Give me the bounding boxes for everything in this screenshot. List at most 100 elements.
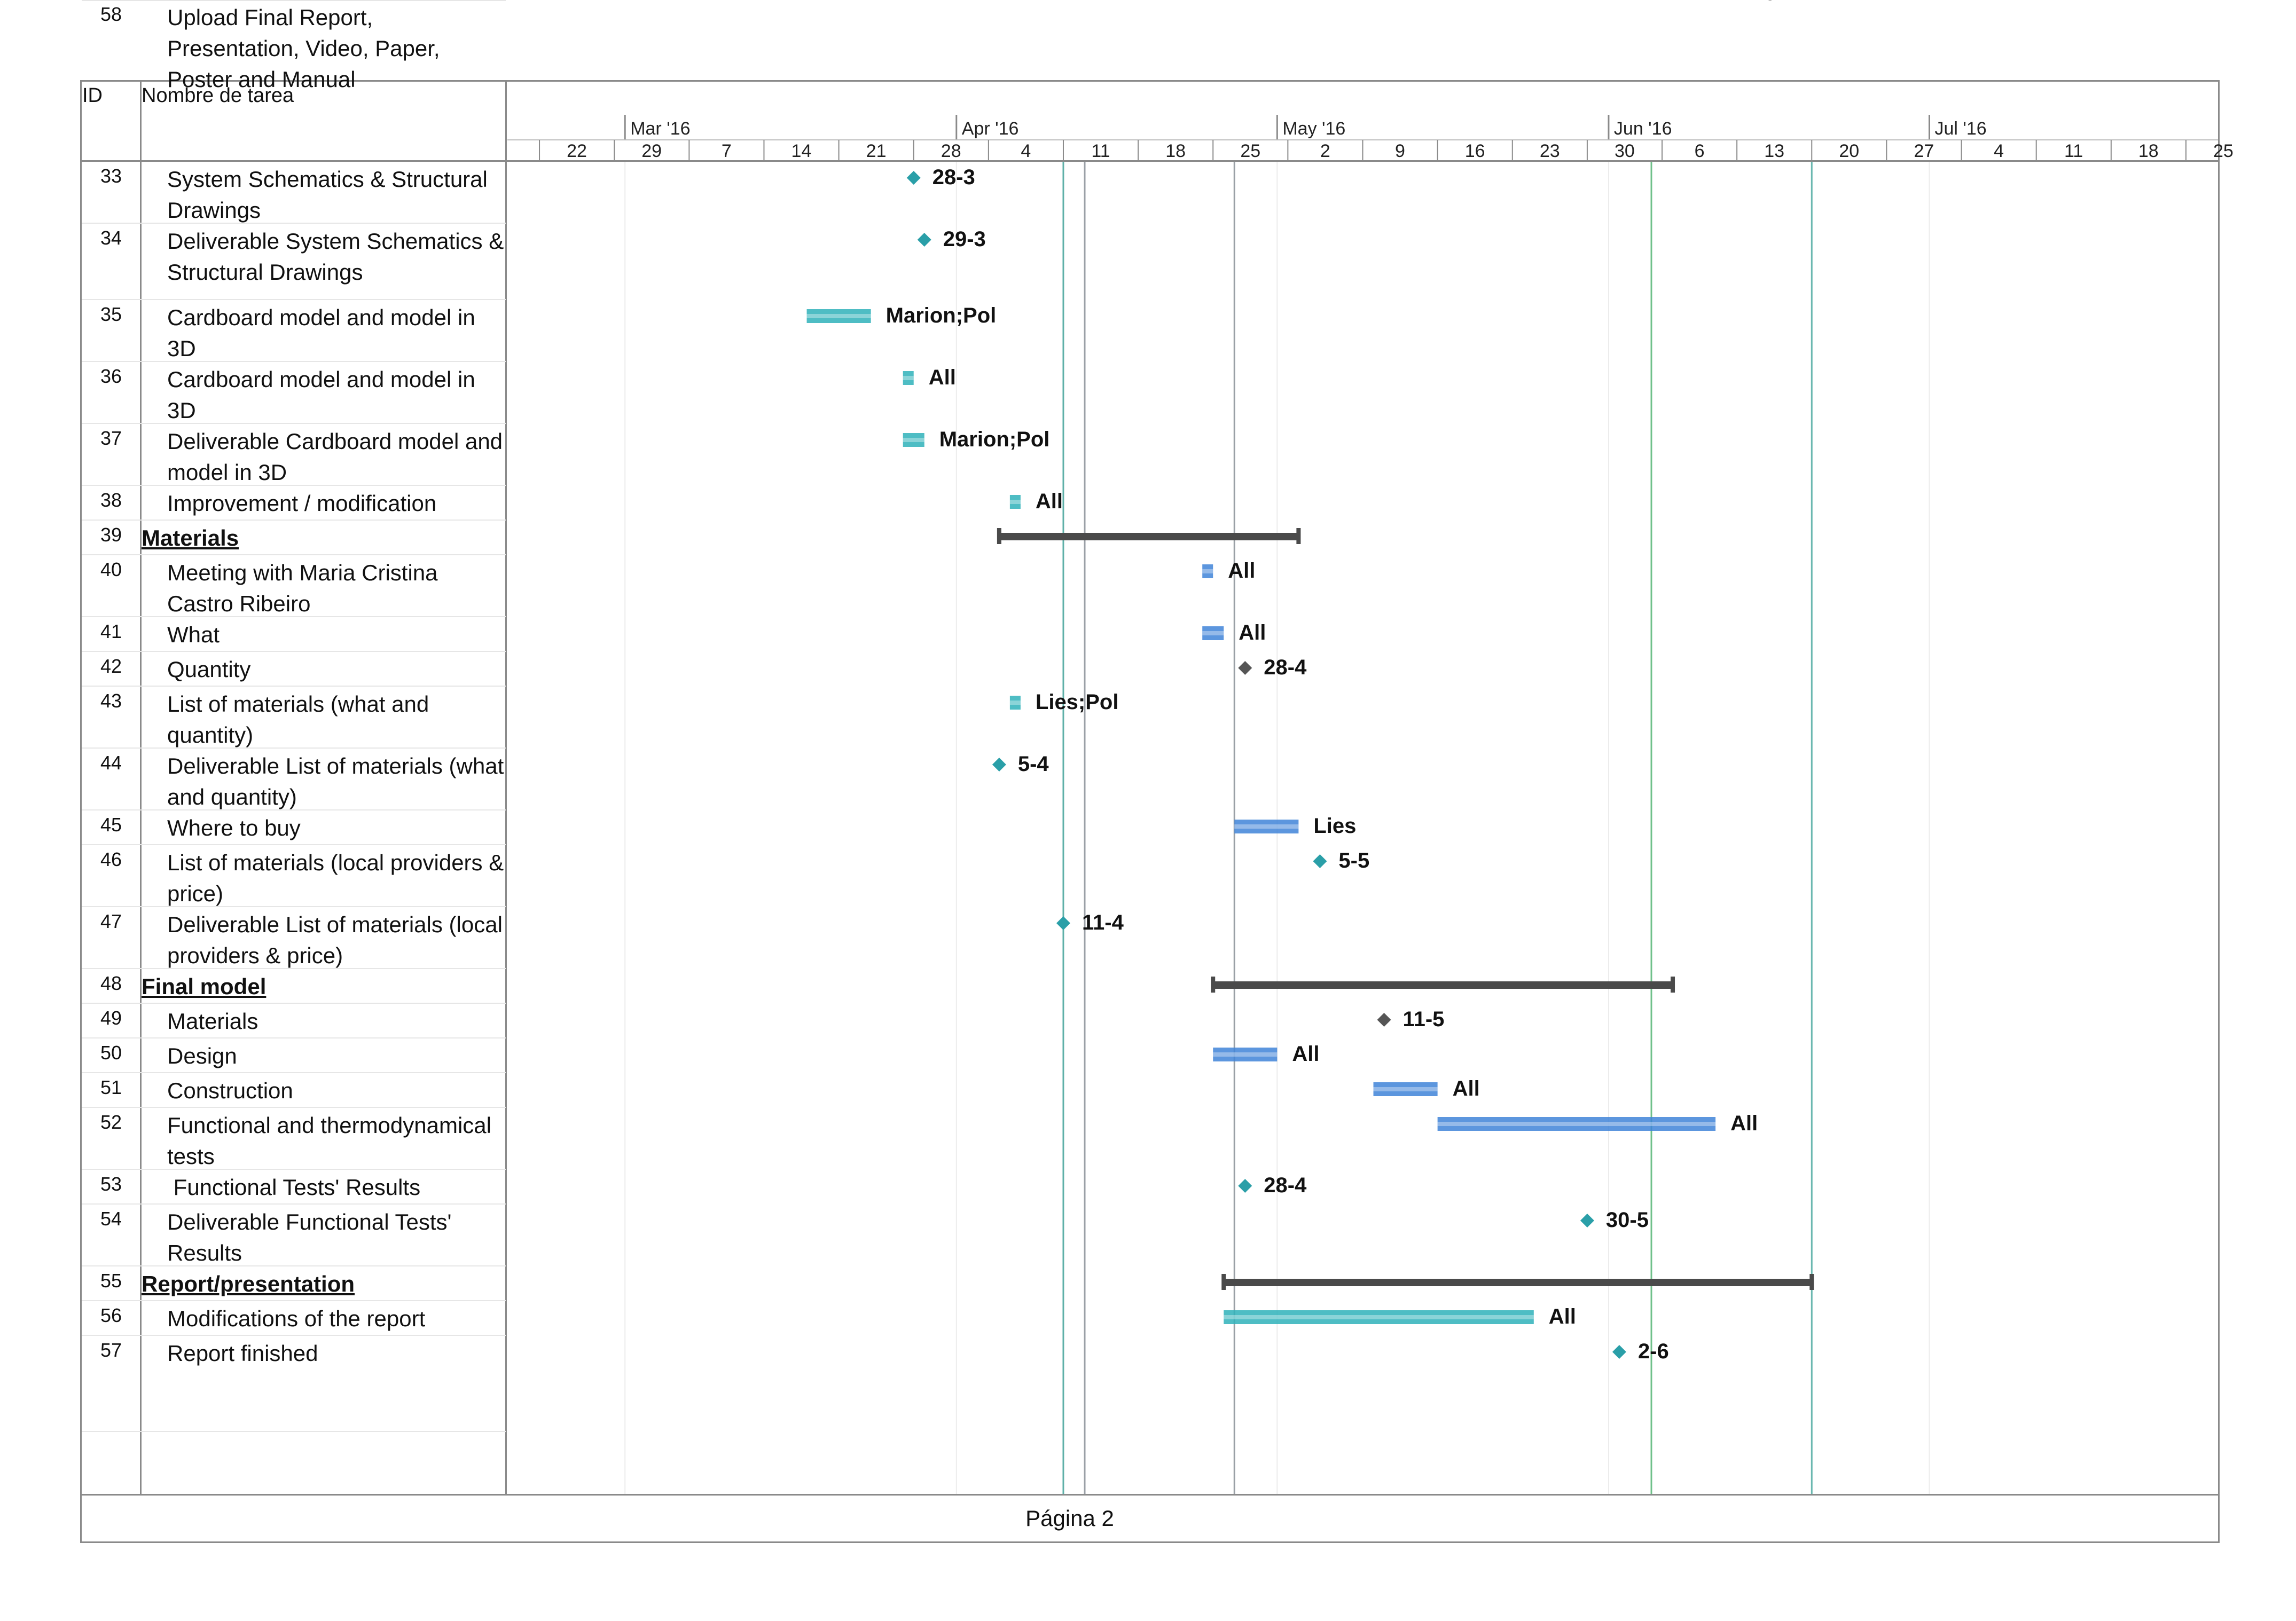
page-footer: Página 2 (1025, 1506, 1114, 1531)
task-name: Functional Tests' Results (167, 1175, 421, 1200)
task-row[interactable]: 48 Final model (82, 969, 506, 1004)
task-bar-label: 11-4 (1082, 911, 1124, 934)
task-row[interactable]: 55 Report/presentation (82, 1266, 506, 1301)
task-row[interactable]: 51 Construction (82, 1073, 506, 1108)
task-row[interactable]: 57 Report finished (82, 1336, 506, 1432)
task-row[interactable]: 41 What (82, 617, 506, 652)
task-name: Cardboard model and model in 3D (167, 305, 482, 361)
task-row[interactable]: 43 List of materials (what and quantity) (82, 687, 506, 749)
task-row[interactable]: 45 Where to buy (82, 810, 506, 845)
task-bar-label: 2-6 (1638, 1340, 1669, 1363)
week-label: 30 (1615, 141, 1635, 161)
month-label: Apr '16 (962, 119, 1019, 139)
task-name: Functional and thermodynamical tests (167, 1113, 498, 1169)
task-bar-label: Marion;Pol (939, 428, 1050, 451)
milestone-marker (917, 233, 931, 247)
task-bar (1009, 495, 1021, 509)
column-header-task-name: Nombre de tarea (142, 84, 294, 107)
month-label: Mar '16 (630, 119, 690, 139)
task-name: Deliverable Functional Tests' Results (167, 1209, 458, 1265)
task-id: 57 (100, 1339, 122, 1361)
task-bar (1224, 1310, 1534, 1324)
task-bar-label: All (1730, 1112, 1758, 1135)
task-id: 42 (100, 655, 122, 677)
week-label: 14 (792, 141, 812, 161)
task-bar-highlight (1437, 1122, 1716, 1126)
summary-bar-end-cap (1809, 1274, 1814, 1290)
month-label: Jun '16 (1614, 119, 1672, 139)
task-bar (1234, 820, 1299, 833)
task-bar (1202, 564, 1213, 578)
task-row[interactable]: 53 Functional Tests' Results (82, 1170, 506, 1205)
task-bar-highlight (1224, 1315, 1534, 1319)
task-id: 45 (100, 814, 122, 836)
milestone-marker (906, 171, 921, 185)
page-frame (80, 80, 2220, 1543)
task-id: 35 (100, 303, 122, 325)
task-name: Report/presentation (142, 1271, 355, 1296)
task-bar-label: 30-5 (1606, 1208, 1649, 1232)
summary-bar (999, 533, 1299, 540)
task-name: Quantity (167, 657, 251, 682)
task-bar-label: Lies (1313, 814, 1356, 838)
task-id: 48 (100, 972, 122, 994)
task-row[interactable]: 56 Modifications of the report (82, 1301, 506, 1336)
task-id: 37 (100, 427, 122, 449)
task-bar-label: 5-4 (1018, 752, 1049, 776)
task-row[interactable]: 34 Deliverable System Schematics & Struct… (82, 224, 506, 300)
week-label: 23 (1540, 141, 1560, 161)
task-bar (1009, 696, 1021, 710)
task-id: 53 (100, 1173, 122, 1195)
task-id: 43 (100, 690, 122, 712)
task-row[interactable]: 36 Cardboard model and model in 3D (82, 362, 506, 424)
task-row[interactable]: 37 Deliverable Cardboard model and model … (82, 424, 506, 486)
task-row[interactable]: 39 Materials (82, 521, 506, 555)
task-bar-label: 11-5 (1403, 1008, 1445, 1031)
task-row[interactable]: 42 Quantity (82, 652, 506, 687)
task-bar-label: All (1036, 490, 1063, 513)
task-name: Deliverable Cardboard model and model in… (167, 429, 509, 485)
milestone-marker (1377, 1013, 1391, 1027)
milestone-marker (1612, 1345, 1626, 1359)
task-table-divider (505, 80, 507, 1494)
task-row[interactable]: 44 Deliverable List of materials (what an… (82, 749, 506, 810)
task-name: List of materials (what and quantity) (167, 691, 435, 747)
week-label: 13 (1764, 141, 1784, 161)
task-row[interactable]: 47 Deliverable List of materials (local p… (82, 907, 506, 969)
summary-bar-end-cap (1296, 528, 1301, 544)
task-bar-label: 28-4 (1264, 656, 1307, 679)
week-label: 18 (2138, 141, 2159, 161)
task-name: Materials (167, 1009, 258, 1034)
task-name: Construction (167, 1078, 293, 1103)
task-bar-label: All (1453, 1077, 1480, 1100)
column-header-id: ID (82, 84, 103, 107)
task-id: 49 (100, 1007, 122, 1029)
week-label: 11 (2064, 141, 2083, 161)
task-bar-highlight (1373, 1087, 1438, 1091)
task-row[interactable]: 50 Design (82, 1038, 506, 1073)
task-row[interactable]: 54 Deliverable Functional Tests' Results (82, 1205, 506, 1266)
task-bar-label: Lies;Pol (1036, 690, 1119, 714)
task-bar-label: All (1228, 559, 1255, 583)
footer-divider (80, 1494, 2220, 1496)
task-row[interactable]: 46 List of materials (local providers & p… (82, 845, 506, 907)
task-bar-label: 28-3 (932, 166, 975, 189)
task-row[interactable]: 52 Functional and thermodynamical tests (82, 1108, 506, 1170)
task-id: 33 (100, 165, 122, 187)
task-row[interactable]: 38 Improvement / modification (82, 486, 506, 521)
task-name: System Schematics & Structural Drawings (167, 167, 494, 223)
task-row[interactable]: 58 Upload Final Report, Presentation, Vid… (82, 0, 506, 92)
task-row[interactable]: 33 System Schematics & Structural Drawing… (82, 162, 506, 224)
task-row[interactable]: 49 Materials (82, 1004, 506, 1038)
week-label: 28 (941, 141, 961, 161)
task-row[interactable]: 40 Meeting with Maria Cristina Castro Rib… (82, 555, 506, 617)
month-label: Jul '16 (1934, 119, 1986, 139)
summary-bar-start-cap (1211, 977, 1216, 993)
task-name: List of materials (local providers & pri… (167, 850, 510, 906)
week-label: 9 (1395, 141, 1405, 161)
task-bar-label: 29-3 (943, 227, 986, 251)
task-bar-highlight (903, 438, 924, 442)
task-bar-highlight (1202, 631, 1224, 635)
task-row[interactable]: 35 Cardboard model and model in 3D (82, 300, 506, 362)
